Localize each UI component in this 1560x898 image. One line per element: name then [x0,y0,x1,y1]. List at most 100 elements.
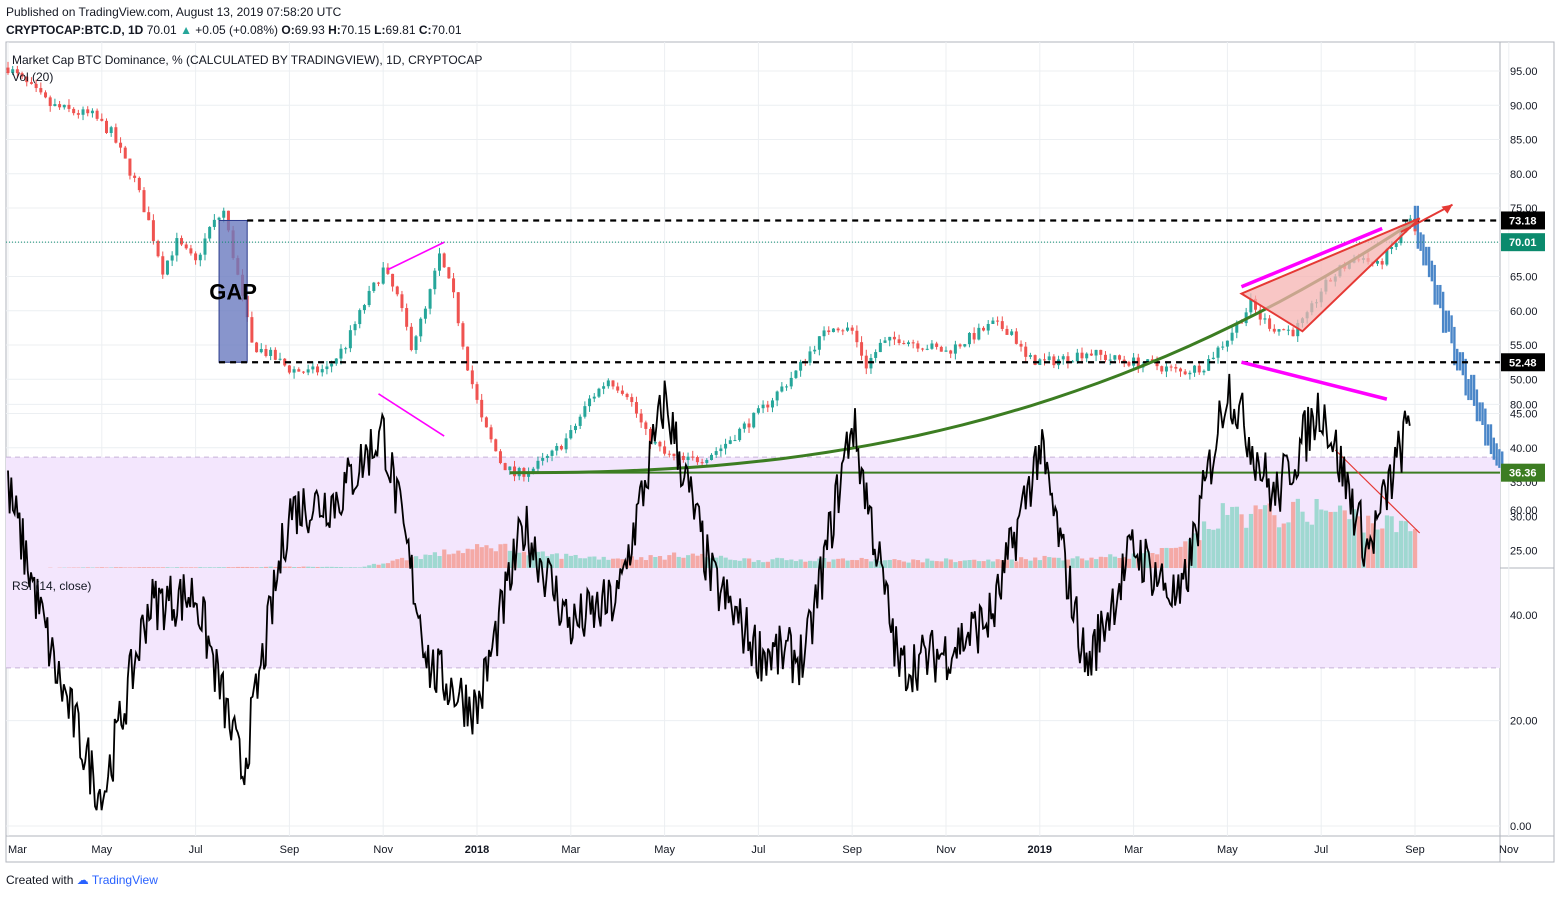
volume-bar [118,567,123,568]
price-divergence-line [1240,226,1383,289]
open-value: 69.93 [294,23,325,37]
candle-body [1061,356,1065,360]
volume-bar [1197,540,1202,568]
grid [6,42,1510,836]
volume-bar [1361,532,1366,568]
candle-body [381,267,385,284]
volume-bar [798,559,803,568]
candle-body [123,147,127,159]
candle-body [100,118,104,121]
candle-body [625,393,629,398]
volume-bar [479,547,484,568]
candle-body [653,441,657,444]
volume-bar [292,567,297,568]
candle-body [72,108,76,114]
volume-bar [981,561,986,568]
volume-bar [1122,557,1127,568]
candle-body [634,402,638,414]
volume-bar [1295,498,1300,568]
volume-bar [836,558,841,568]
candle-body [883,340,887,343]
candle-body [916,343,920,349]
candle-body [67,104,71,109]
candle-body [1230,332,1234,341]
volume-bar [1070,558,1075,568]
volume-bar [789,559,794,568]
volume-bar [929,560,935,568]
volume-bar [770,559,775,568]
volume-bar [414,556,419,568]
volume-bar [371,563,377,568]
volume-bar [301,566,306,568]
support-curve [509,219,1416,475]
candle-body [475,384,479,400]
candle-body [250,317,254,343]
candle-body [1235,322,1239,333]
volume-bar [1375,529,1380,568]
candle-body [827,330,831,333]
volume-bar [1155,554,1160,568]
price-tick-label: 25.00 [1510,546,1538,558]
tradingview-brand[interactable]: TradingView [91,873,158,887]
volume-bar [906,562,911,568]
volume-bar [601,556,606,568]
volume-bar [217,567,222,568]
volume-bar [1389,516,1394,568]
candle-body [808,351,812,363]
candle-body [681,455,685,461]
volume-bar [109,567,114,568]
footer: Created with ☁ TradingView [6,873,158,887]
volume-bar [958,561,963,568]
symbol-name[interactable]: CRYPTOCAP:BTC.D, 1D [6,23,144,37]
candle-body [1164,366,1168,372]
volume-bar [526,555,531,568]
volume-bar [1352,509,1357,568]
candle-body [1000,321,1004,329]
candle-body [846,327,850,331]
candle-body [452,278,456,293]
volume-bar [306,566,311,568]
volume-bar [559,558,564,568]
price-tick-label: 45.00 [1510,409,1538,421]
candle-body [1207,359,1211,371]
candle-body [433,270,437,290]
candle-body [663,446,667,454]
volume-bar [1178,546,1183,568]
volume-bar [1328,511,1333,568]
candle-body [977,327,981,340]
volume-bar [475,544,480,568]
volume-bar [296,567,301,568]
time-tick-label: May [1217,844,1238,856]
candle-body [1390,246,1394,249]
volume-bar [320,566,325,568]
price-tick-label: 55.00 [1510,340,1538,352]
volume-bar [643,560,649,568]
volume-bar [263,566,269,568]
time-tick-label: Nov [1499,844,1519,856]
candle-body [630,397,634,403]
volume-bar [840,558,846,568]
volume-bar [1216,528,1221,568]
volume-bar [399,557,405,568]
volume-bar [1131,553,1136,568]
volume-bar [1403,521,1408,568]
candle-body [320,369,324,373]
candle-body [151,220,155,242]
volume-bar [418,559,423,568]
volume-bar [385,563,391,568]
volume-bar [634,559,639,568]
candle-body [508,466,512,471]
volume-bar [1384,515,1390,568]
rsi-tick-label: 20.00 [1510,716,1538,728]
candle-body [695,457,699,463]
candle-body [86,109,90,114]
volume-bar [353,567,358,568]
volume-bar [127,567,133,568]
volume-bar [95,567,100,568]
volume-bar [160,567,165,568]
volume-bar [1286,522,1291,568]
candle-body [874,352,878,358]
volume-bar [184,567,189,568]
candle-body [550,450,554,456]
